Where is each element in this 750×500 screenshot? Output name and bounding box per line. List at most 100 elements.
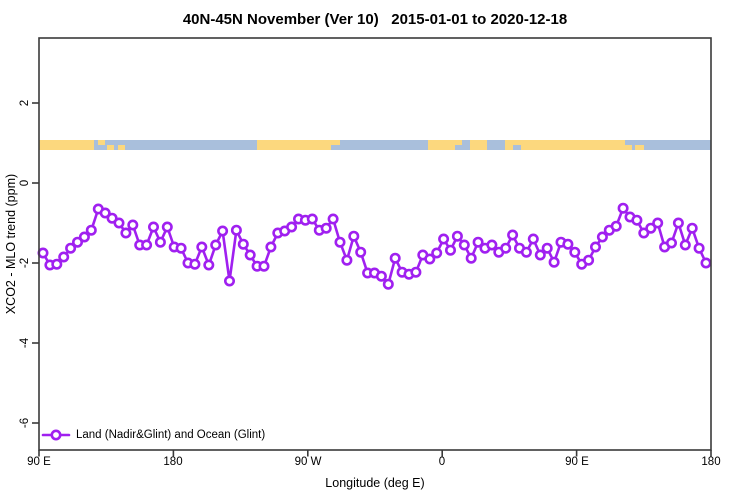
chart-title: 40N-45N November (Ver 10) 2015-01-01 to … (182, 11, 568, 28)
map-strip-land-segment (625, 145, 632, 150)
data-point-marker (617, 202, 629, 214)
y-axis-label: XCO2 - MLO trend (ppm) (4, 173, 18, 315)
map-strip-land-segment (470, 140, 625, 150)
data-point-marker (569, 246, 581, 258)
data-point-marker (700, 257, 712, 269)
data-point-marker (348, 230, 360, 242)
data-point-marker (65, 242, 77, 254)
data-point-marker (507, 229, 519, 241)
data-point-marker (189, 258, 201, 270)
y-tick-label-m2: -2 (19, 257, 31, 269)
data-point-marker (210, 239, 222, 251)
data-point-marker (244, 249, 256, 261)
y-tick-label-2: 2 (19, 99, 31, 107)
data-point-marker (589, 241, 601, 253)
map-strip-ocean (39, 140, 711, 150)
data-point-marker (424, 253, 436, 265)
data-point-marker (113, 217, 125, 229)
x-tick-label-90e-2: 90 E (565, 456, 589, 468)
x-tick-label-180-1: 180 (163, 456, 183, 468)
data-point-marker (486, 239, 498, 251)
x-tick-label-90e-1: 90 E (27, 456, 51, 468)
data-point-marker (562, 238, 574, 250)
legend-marker-symbol (50, 429, 62, 441)
data-point-marker (85, 224, 97, 236)
data-point-marker (583, 254, 595, 266)
y-tick-label-m4: -4 (19, 337, 31, 349)
data-point-marker (693, 242, 705, 254)
data-point-marker (51, 258, 63, 270)
x-tick-label-180-2: 180 (701, 456, 721, 468)
data-point-marker (548, 256, 560, 268)
data-point-marker (686, 222, 698, 234)
data-point-marker (665, 237, 677, 249)
data-point-marker (141, 239, 153, 251)
legend-label: Land (Nadir&Glint) and Ocean (Glint) (76, 429, 266, 441)
data-point-marker (389, 252, 401, 264)
y-tick-label-0: 0 (19, 179, 31, 187)
data-point-marker (306, 213, 318, 225)
data-point-marker (99, 207, 111, 219)
map-strip-land-segment (257, 140, 331, 150)
map-strip-land-segment (428, 140, 462, 150)
data-point-marker (382, 278, 394, 290)
x-axis-label: Longitude (deg E) (325, 476, 425, 490)
data-point-marker (78, 231, 90, 243)
data-point-marker (638, 227, 650, 239)
y-tick-label-m6: -6 (19, 417, 31, 429)
data-point-marker (355, 246, 367, 258)
data-point-marker (451, 230, 463, 242)
data-point-marker (534, 249, 546, 261)
map-strip-land-segment (39, 140, 94, 150)
map-strip-land-segment (331, 140, 340, 145)
data-point-marker (161, 221, 173, 233)
data-point-marker (610, 220, 622, 232)
data-point-marker (175, 242, 187, 254)
data-point-marker (645, 222, 657, 234)
data-point-marker (286, 221, 298, 233)
data-point-marker (120, 227, 132, 239)
data-point-marker (652, 217, 664, 229)
data-point-marker (631, 214, 643, 226)
map-strip-land-segment (107, 145, 114, 150)
data-point-marker (230, 224, 242, 236)
data-point-marker (520, 246, 532, 258)
x-tick-label-90w: 90 W (294, 456, 322, 468)
data-point-marker (320, 222, 332, 234)
data-point-marker (444, 244, 456, 256)
data-point-marker (127, 219, 139, 231)
data-point-marker (679, 239, 691, 251)
data-point-marker (217, 225, 229, 237)
data-point-marker (258, 260, 270, 272)
map-strip-ocean-patch (487, 140, 505, 150)
data-point-marker (341, 254, 353, 266)
data-point-marker (203, 259, 215, 271)
data-point-marker (375, 270, 387, 282)
data-point-marker (672, 217, 684, 229)
data-point-marker (410, 266, 422, 278)
data-point-marker (472, 236, 484, 248)
map-strip-land-segment (98, 140, 105, 145)
data-point-marker (334, 236, 346, 248)
data-point-marker (106, 212, 118, 224)
map-strip-ocean-patch (455, 145, 462, 150)
map-strip-land-segment (118, 145, 125, 150)
plot-border (38, 37, 712, 451)
data-point-marker (465, 252, 477, 264)
data-point-marker (327, 213, 339, 225)
data-point-marker (72, 236, 84, 248)
data-point-marker (438, 233, 450, 245)
data-point-marker (541, 242, 553, 254)
map-strip-ocean-patch (513, 145, 521, 150)
data-point-marker (237, 238, 249, 250)
data-point-marker (527, 233, 539, 245)
data-point-marker (196, 241, 208, 253)
data-point-marker (224, 275, 236, 287)
data-point-marker (596, 231, 608, 243)
data-point-marker (458, 239, 470, 251)
data-point-marker (148, 221, 160, 233)
data-point-marker (154, 236, 166, 248)
map-strip-land-segment (635, 145, 644, 150)
